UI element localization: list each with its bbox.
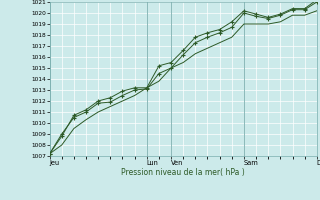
X-axis label: Pression niveau de la mer( hPa ): Pression niveau de la mer( hPa ) bbox=[121, 168, 245, 177]
